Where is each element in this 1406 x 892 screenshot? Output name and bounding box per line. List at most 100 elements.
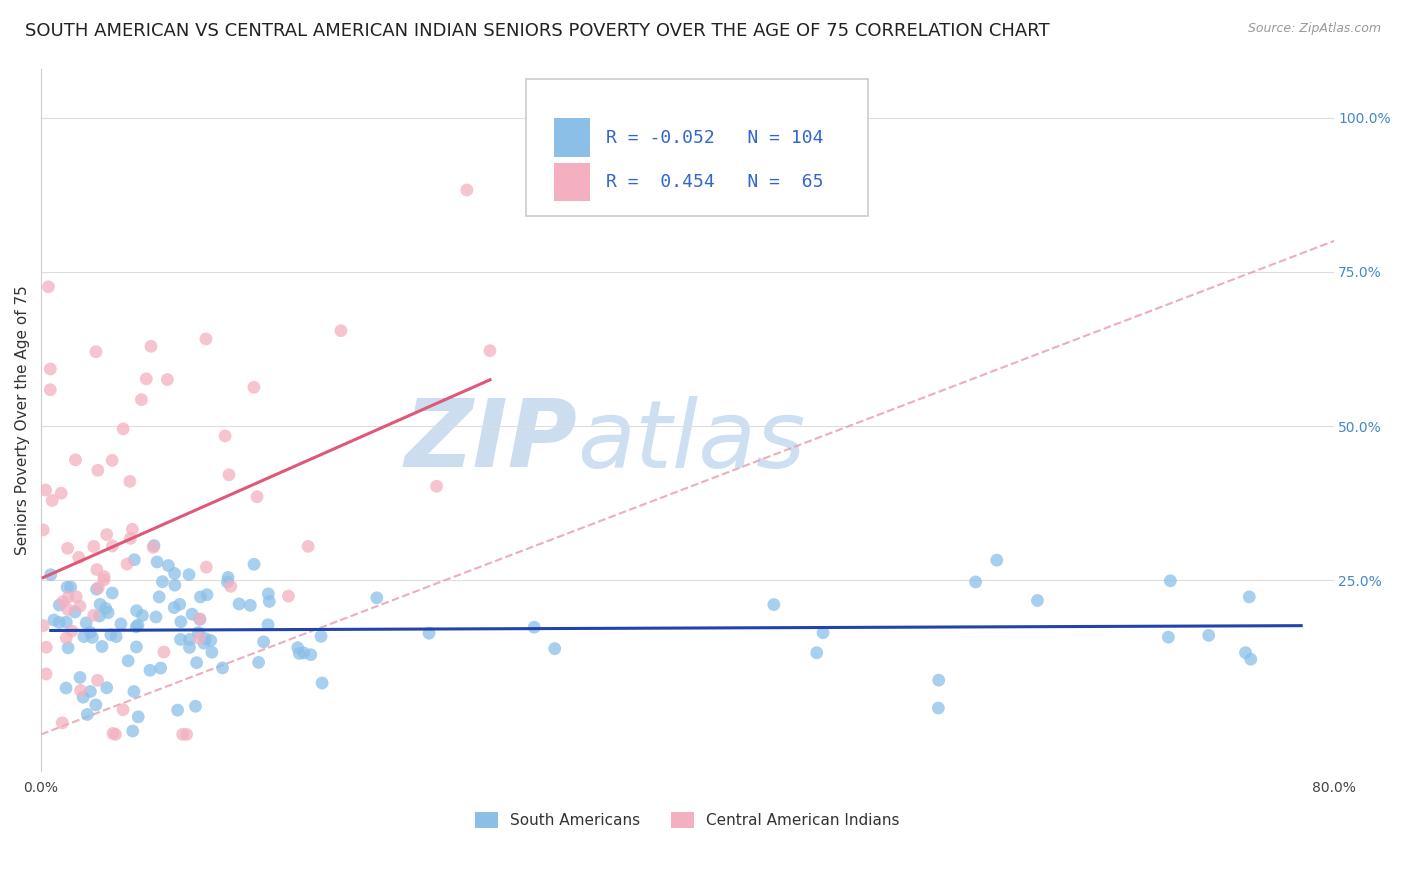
Point [157,558,180,573]
Point [86,582,108,597]
Point [163,566,186,581]
Point [104,727,127,741]
Point [311,676,333,690]
Point [87,463,110,477]
Point [93,573,115,587]
Point [214,429,236,443]
Point [58,591,80,605]
Point [124,553,146,567]
Point [762,598,785,612]
Point [87,581,110,595]
Point [217,570,239,584]
Point [1239,590,1261,604]
Point [56,640,79,655]
Point [120,532,142,546]
Point [65,590,87,604]
Point [243,380,266,394]
Point [110,616,132,631]
Point [146,555,169,569]
Point [299,648,322,662]
Point [55,631,77,645]
Point [101,726,124,740]
Point [91,640,114,654]
Point [115,557,138,571]
Point [49,486,72,500]
Text: atlas: atlas [578,395,806,486]
Point [51,715,73,730]
Point [228,597,250,611]
Point [118,475,141,489]
Point [125,620,148,634]
Point [195,560,218,574]
Point [83,540,105,554]
Point [86,563,108,577]
Point [48,598,70,612]
Point [56,541,79,556]
Point [426,479,449,493]
Point [117,654,139,668]
Point [186,656,208,670]
Point [79,625,101,640]
Point [188,612,211,626]
Point [1026,593,1049,607]
FancyBboxPatch shape [554,119,591,157]
Point [79,684,101,698]
Point [928,673,950,687]
Point [52,594,75,608]
Point [101,453,124,467]
Point [1159,574,1181,588]
Y-axis label: Seniors Poverty Over the Age of 75: Seniors Poverty Over the Age of 75 [15,285,30,555]
Point [100,628,122,642]
Point [184,699,207,714]
Point [69,683,91,698]
Point [55,615,77,629]
Point [93,569,115,583]
Point [84,344,107,359]
Point [97,606,120,620]
Point [166,703,188,717]
Point [277,589,299,603]
Point [101,586,124,600]
Point [211,661,233,675]
Point [131,392,153,407]
Point [169,597,191,611]
Point [35,667,58,681]
Point [259,594,281,608]
Point [32,523,55,537]
Point [243,558,266,572]
Point [145,610,167,624]
Point [418,626,440,640]
Point [156,373,179,387]
Point [35,640,58,655]
Point [72,690,94,705]
Text: R = -0.052   N = 104: R = -0.052 N = 104 [606,128,824,147]
Point [1157,630,1180,644]
Point [246,490,269,504]
Point [179,632,201,647]
Point [37,279,59,293]
Point [139,339,162,353]
Point [112,422,135,436]
Point [94,601,117,615]
Point [163,600,186,615]
Point [292,646,315,660]
Point [200,633,222,648]
Point [65,452,87,467]
Point [142,541,165,555]
Point [148,590,170,604]
Point [811,625,834,640]
Point [48,615,70,630]
Point [195,588,218,602]
Point [84,698,107,712]
Point [187,625,209,640]
FancyBboxPatch shape [526,79,869,216]
Point [523,620,546,634]
Point [121,724,143,739]
Point [83,608,105,623]
Point [170,615,193,629]
Point [253,635,276,649]
Point [131,608,153,623]
Point [56,580,79,594]
Point [806,646,828,660]
Text: ZIP: ZIP [405,395,578,487]
